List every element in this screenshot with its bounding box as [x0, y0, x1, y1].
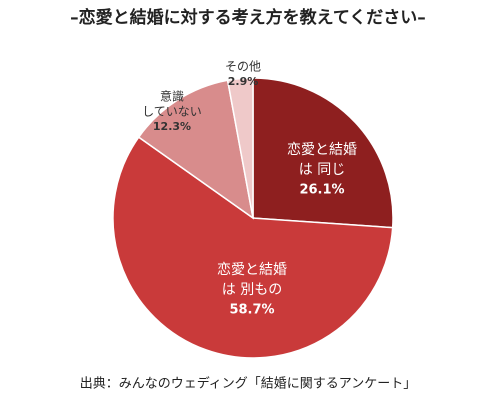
- value-label: 12.3%: [153, 120, 191, 133]
- slice-label: 意識: [160, 89, 184, 104]
- slice-label: 恋愛と結婚: [217, 261, 287, 278]
- pie-slice: [252, 77, 394, 229]
- slice-label: していない: [142, 105, 202, 119]
- pie-slice: [137, 79, 255, 220]
- slice-label: は 同じ: [299, 162, 345, 178]
- chart-title: –恋愛と結婚に対する考え方を教えてください–: [70, 7, 426, 28]
- pie-slice: [112, 136, 394, 359]
- slice-label: その他: [225, 60, 261, 74]
- value-label: 2.9%: [228, 75, 259, 88]
- pie-slice: [226, 77, 254, 219]
- slice-label: 恋愛と結婚: [287, 141, 357, 158]
- value-label: 58.7%: [229, 303, 274, 318]
- value-label: 26.1%: [299, 183, 344, 198]
- slice-label: は 別もの: [222, 282, 282, 298]
- source-note: 出典：みんなのウェディング「結婚に関するアンケート」: [80, 376, 417, 392]
